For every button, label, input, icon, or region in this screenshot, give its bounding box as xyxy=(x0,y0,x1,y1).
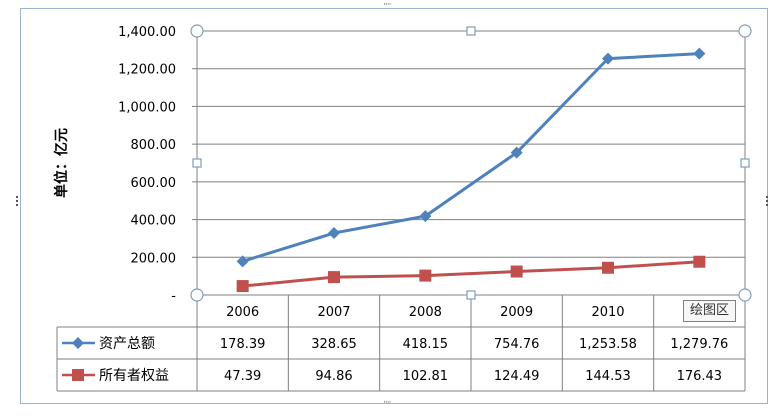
plot-area-tooltip: 绘图区 xyxy=(683,300,737,322)
corner-handle-3 xyxy=(738,288,752,302)
x-tick-label-2006: 2006 xyxy=(226,305,259,320)
series-lines xyxy=(236,47,706,293)
series-line-0 xyxy=(242,52,700,263)
corner-handle-2 xyxy=(190,288,204,302)
point-1-3 xyxy=(510,265,523,278)
point-1-4 xyxy=(602,261,614,274)
point-0-5 xyxy=(693,47,706,60)
legend-key-marker-0 xyxy=(72,337,84,349)
corner-handle-0 xyxy=(190,24,204,38)
y-tick-label-7: 1,400.00 xyxy=(118,25,176,40)
y-tick-label-0: - xyxy=(171,289,176,304)
frame-handle-top[interactable]: ···· xyxy=(383,0,392,10)
y-tick-label-2: 400.00 xyxy=(131,214,177,229)
data-cell-1-2: 102.81 xyxy=(403,369,449,384)
point-0-1 xyxy=(328,227,340,240)
point-1-0 xyxy=(236,280,249,293)
data-cell-0-2: 418.15 xyxy=(403,337,449,352)
data-cell-0-3: 754.76 xyxy=(494,337,540,352)
series-line-1 xyxy=(242,260,700,288)
y-tick-label-4: 800.00 xyxy=(131,138,177,153)
data-cell-1-4: 144.53 xyxy=(585,369,631,384)
y-axis-label: 单位：亿元 xyxy=(53,128,70,198)
plot-area-handles xyxy=(190,24,752,302)
point-0-3 xyxy=(510,146,523,159)
y-tick-label-5: 1,000.00 xyxy=(118,100,176,115)
chart-frame[interactable] xyxy=(20,8,768,404)
data-table: 200620072008200920102011资产总额178.39328.65… xyxy=(56,294,746,392)
x-tick-label-2008: 2008 xyxy=(409,305,442,320)
point-1-1 xyxy=(328,271,340,284)
frame-handle-bottom[interactable]: ···· xyxy=(383,398,392,408)
data-cell-1-1: 94.86 xyxy=(315,369,352,384)
gridlines xyxy=(192,30,746,296)
side-handle-1 xyxy=(466,290,476,300)
data-cell-1-0: 47.39 xyxy=(224,369,261,384)
point-1-5 xyxy=(693,255,706,268)
side-handle-2 xyxy=(192,158,202,168)
data-cell-1-3: 124.49 xyxy=(494,369,540,384)
legend-label-0: 资产总额 xyxy=(99,336,155,352)
frame-handle-right[interactable] xyxy=(766,196,771,206)
frame-handle-left[interactable] xyxy=(16,196,21,206)
side-handle-3 xyxy=(740,158,750,168)
data-cell-0-0: 178.39 xyxy=(220,337,266,352)
x-tick-label-2010: 2010 xyxy=(591,305,624,320)
y-tick-label-6: 1,200.00 xyxy=(118,63,176,78)
y-tick-label-1: 200.00 xyxy=(131,251,177,266)
corner-handle-1 xyxy=(738,24,752,38)
data-cell-0-1: 328.65 xyxy=(311,337,357,352)
data-cell-0-5: 1,279.76 xyxy=(670,337,728,352)
point-0-2 xyxy=(419,210,432,223)
x-tick-label-2009: 2009 xyxy=(500,305,533,320)
legend-key-marker-1 xyxy=(72,369,84,381)
data-cell-1-5: 176.43 xyxy=(677,369,723,384)
point-0-0 xyxy=(236,255,249,268)
data-cell-0-4: 1,253.58 xyxy=(579,337,637,352)
side-handle-0 xyxy=(466,26,476,36)
legend-label-1: 所有者权益 xyxy=(99,368,169,384)
point-1-2 xyxy=(419,269,432,282)
y-tick-label-3: 600.00 xyxy=(131,176,177,191)
point-0-4 xyxy=(602,52,614,65)
y-axis-ticks: - 200.00 400.00 600.00 800.00 1,000.00 1,200.0… xyxy=(118,25,176,304)
x-tick-label-2007: 2007 xyxy=(317,305,350,320)
